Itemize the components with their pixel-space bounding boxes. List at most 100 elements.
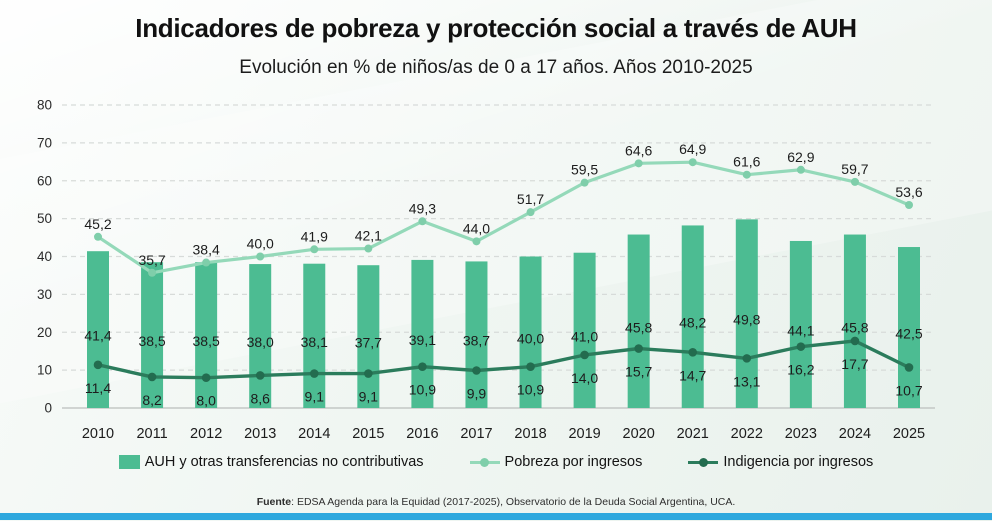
indigencia-label-2015: 9,1	[359, 389, 379, 405]
x-tick-label-2019: 2019	[568, 426, 600, 442]
pobreza-legend-dot	[480, 457, 490, 467]
bar-label-2012: 38,5	[193, 333, 220, 349]
bar-label-2010: 41,4	[84, 328, 111, 344]
indigencia-label-2013: 8,6	[250, 390, 270, 406]
x-tick-label-2012: 2012	[190, 426, 222, 442]
bar-label-2017: 38,7	[463, 333, 490, 349]
indigencia-point-2017	[472, 366, 481, 375]
y-tick-label-30: 30	[37, 287, 52, 302]
x-tick-label-2014: 2014	[298, 426, 330, 442]
y-tick-label-10: 10	[37, 363, 52, 378]
pobreza-point-2021	[688, 158, 697, 167]
y-tick-label-40: 40	[37, 249, 52, 264]
indigencia-label-2025: 10,7	[895, 382, 922, 398]
legend-label-auh: AUH y otras transferencias no contributi…	[144, 454, 424, 470]
chart-title: Indicadores de pobreza y protección soci…	[135, 13, 857, 43]
pobreza-label-2021: 64,9	[679, 141, 706, 157]
pobreza-label-2017: 44,0	[463, 220, 490, 236]
pobreza-point-2011	[148, 268, 157, 277]
chart-legend: AUH y otras transferencias no contributi…	[0, 454, 992, 470]
x-tick-label-2011: 2011	[136, 426, 167, 442]
y-tick-label-70: 70	[37, 135, 52, 150]
indigencia-point-2018	[526, 362, 535, 372]
indigencia-label-2014: 9,1	[305, 389, 325, 405]
indigencia-label-2021: 14,7	[679, 367, 706, 383]
pobreza-point-2024	[850, 177, 859, 186]
pobreza-point-2010	[94, 232, 102, 241]
indigencia-point-2016	[418, 362, 427, 372]
bar-label-2020: 45,8	[625, 319, 652, 335]
bar-swatch-icon	[118, 455, 140, 469]
pobreza-label-2012: 38,4	[193, 242, 220, 258]
pobreza-point-2018	[526, 208, 535, 217]
x-tick-label-2021: 2021	[677, 426, 709, 442]
indigencia-point-2010	[93, 360, 103, 370]
pobreza-label-2019: 59,5	[571, 162, 598, 178]
indigencia-line-marker-icon	[688, 457, 719, 467]
bar-label-2025: 42,5	[895, 326, 922, 342]
indigencia-point-2021	[688, 348, 698, 357]
source-text: : EDSA Agenda para la Equidad (2017-2025…	[291, 496, 736, 508]
indigencia-label-2018: 10,9	[517, 382, 544, 398]
indigencia-label-2020: 15,7	[625, 364, 652, 380]
indigencia-point-2022	[742, 354, 752, 363]
x-tick-label-2020: 2020	[623, 426, 655, 442]
indigencia-label-2023: 16,2	[787, 362, 814, 378]
source-label: Fuente	[256, 496, 292, 508]
indigencia-label-2024: 17,7	[841, 356, 868, 372]
bar-label-2022: 49,8	[733, 312, 760, 328]
pobreza-label-2014: 41,9	[301, 228, 328, 244]
indigencia-point-2023	[796, 342, 806, 351]
indigencia-label-2012: 8,0	[196, 393, 216, 409]
indigencia-label-2019: 14,0	[571, 370, 598, 386]
indigencia-label-2017: 9,9	[467, 386, 487, 402]
pobreza-label-2015: 42,1	[355, 228, 382, 244]
pobreza-point-2016	[418, 217, 427, 226]
y-tick-label-0: 0	[44, 401, 52, 416]
pobreza-point-2015	[364, 244, 373, 253]
source-note: Fuente: EDSA Agenda para la Equidad (201…	[0, 496, 992, 509]
x-tick-label-2013: 2013	[244, 426, 276, 442]
pobreza-label-2020: 64,6	[625, 142, 652, 158]
pobreza-line-marker-icon	[469, 457, 500, 467]
bar-label-2016: 39,1	[409, 332, 436, 348]
pobreza-point-2012	[202, 258, 211, 267]
pobreza-point-2019	[580, 178, 589, 187]
bar-label-2019: 41,0	[571, 328, 598, 344]
pobreza-point-2020	[634, 159, 643, 168]
legend-label-indigencia: Indigencia por ingresos	[723, 454, 874, 470]
legend-item-auh: AUH y otras transferencias no contributi…	[118, 454, 424, 470]
pobreza-point-2014	[310, 245, 319, 254]
pobreza-label-2016: 49,3	[409, 200, 436, 216]
x-tick-label-2017: 2017	[460, 426, 492, 442]
x-tick-label-2015: 2015	[352, 426, 384, 442]
indigencia-label-2010: 11,4	[85, 380, 111, 396]
legend-label-pobreza: Pobreza por ingresos	[504, 454, 643, 470]
x-tick-label-2023: 2023	[785, 426, 817, 442]
pobreza-point-2023	[796, 165, 805, 174]
pobreza-label-2022: 61,6	[733, 154, 760, 170]
bar-label-2024: 45,8	[841, 319, 868, 335]
pobreza-point-2022	[742, 170, 751, 179]
pobreza-label-2025: 53,6	[895, 184, 922, 200]
indigencia-point-2020	[634, 344, 643, 353]
bar-label-2023: 44,1	[787, 322, 814, 338]
pobreza-label-2010: 45,2	[84, 216, 111, 232]
pobreza-point-2017	[472, 237, 481, 246]
bar-label-2013: 38,0	[247, 334, 274, 350]
bar-label-2021: 48,2	[679, 315, 706, 331]
x-tick-label-2025: 2025	[893, 426, 925, 442]
indigencia-point-2025	[904, 363, 914, 372]
pobreza-label-2011: 35,7	[138, 252, 165, 268]
y-tick-label-60: 60	[37, 173, 52, 188]
x-tick-label-2010: 2010	[82, 426, 114, 442]
pobreza-label-2018: 51,7	[517, 191, 544, 207]
x-tick-label-2018: 2018	[514, 426, 546, 442]
pobreza-point-2025	[905, 200, 913, 209]
bar-label-2018: 40,0	[517, 330, 544, 346]
indigencia-point-2024	[850, 336, 860, 346]
legend-item-indigencia: Indigencia por ingresos	[688, 454, 873, 470]
indigencia-point-2019	[580, 350, 589, 360]
y-tick-label-20: 20	[37, 325, 52, 340]
